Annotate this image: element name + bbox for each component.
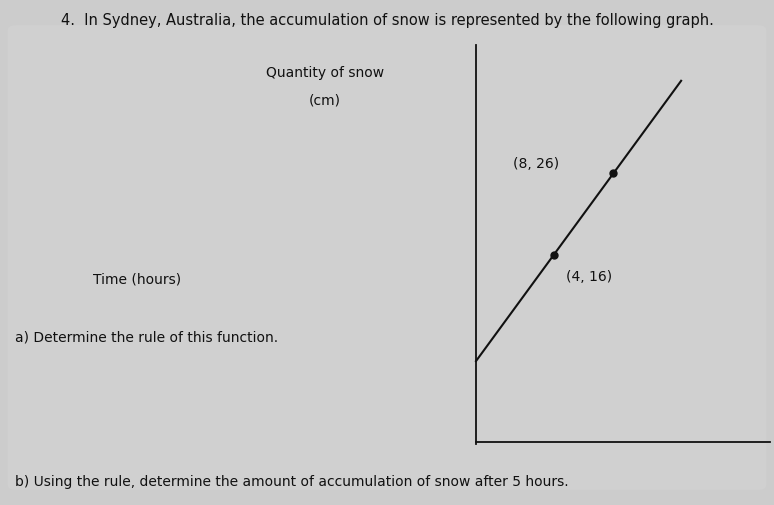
Text: Time (hours): Time (hours) <box>93 273 181 287</box>
Text: Quantity of snow: Quantity of snow <box>266 66 384 80</box>
Text: (8, 26): (8, 26) <box>513 157 559 171</box>
Text: (cm): (cm) <box>309 93 341 108</box>
Text: (4, 16): (4, 16) <box>566 270 611 284</box>
Text: b) Using the rule, determine the amount of accumulation of snow after 5 hours.: b) Using the rule, determine the amount … <box>15 475 569 489</box>
Text: a) Determine the rule of this function.: a) Determine the rule of this function. <box>15 331 279 345</box>
FancyBboxPatch shape <box>8 25 766 490</box>
Text: 4.  In Sydney, Australia, the accumulation of snow is represented by the followi: 4. In Sydney, Australia, the accumulatio… <box>60 13 714 28</box>
